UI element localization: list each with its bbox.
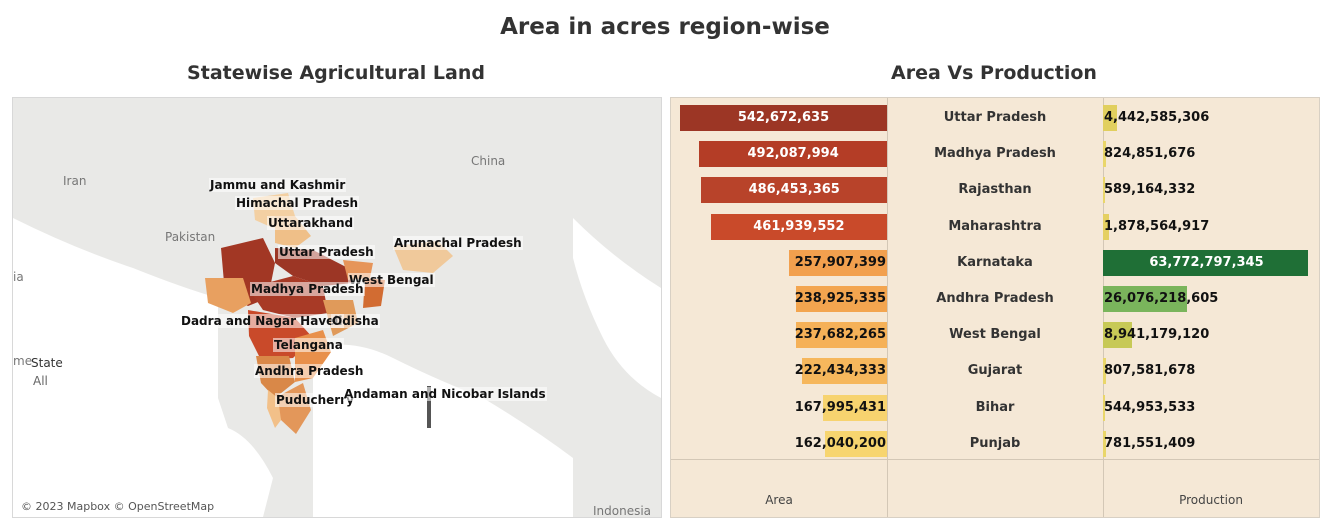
area-value-label: 167,995,431 [794, 399, 886, 415]
chart-row[interactable]: 222,434,333 Gujarat 807,581,678 [671, 353, 1319, 389]
axis-divider [671, 459, 1319, 460]
map-attribution[interactable]: © 2023 Mapbox © OpenStreetMap [21, 500, 215, 513]
production-bar[interactable] [1103, 249, 1308, 276]
dashboard-title: Area in acres region-wise [500, 14, 830, 40]
area-bar[interactable] [701, 177, 887, 204]
area-bar[interactable] [795, 286, 887, 312]
area-bar[interactable] [699, 141, 887, 168]
chart-row[interactable]: 237,682,265 West Bengal 8,941,179,120 [671, 317, 1319, 353]
production-bar[interactable] [1103, 322, 1132, 349]
area-bar[interactable] [680, 105, 887, 131]
production-value-label: 4,442,585,306 [1104, 110, 1210, 125]
map-label-odisha: Odisha [331, 314, 380, 328]
area-value-label: 238,925,335 [794, 291, 886, 306]
production-value-label: 63,772,797,345 [1149, 254, 1264, 270]
geo-label-indonesia: Indonesia [593, 504, 652, 518]
production-bar[interactable] [1103, 358, 1106, 385]
production-value-label: 26,076,218,605 [1104, 291, 1219, 306]
state-name-label: Madhya Pradesh [934, 146, 1056, 162]
map-label-telangana: Telangana [273, 338, 344, 352]
area-bar[interactable] [822, 394, 887, 421]
area-bar[interactable] [710, 213, 887, 240]
chart-row[interactable]: 162,040,200 Punjab 781,551,409 [671, 426, 1319, 462]
state-name-label: Andhra Pradesh [936, 291, 1054, 306]
map-legend-title: State [31, 356, 63, 370]
geo-label-china: China [471, 154, 506, 168]
production-bar[interactable] [1103, 213, 1110, 240]
production-bar[interactable] [1103, 394, 1105, 421]
map-label-andaman-nicobar: Andaman and Nicobar Islands [343, 387, 547, 401]
area-bar[interactable] [802, 358, 887, 385]
production-value-label: 8,941,179,120 [1104, 327, 1210, 343]
state-name-label: Uttar Pradesh [943, 110, 1047, 125]
state-name-label: Karnataka [957, 254, 1033, 270]
map-label-west-bengal: West Bengal [348, 273, 435, 287]
map-label-andhra-pradesh: Andhra Pradesh [254, 364, 365, 378]
area-bar[interactable] [825, 430, 887, 457]
area-value-label: 542,672,635 [737, 110, 830, 125]
chart-row[interactable]: 492,087,994 Madhya Pradesh 824,851,676 [671, 136, 1319, 172]
production-value-label: 1,878,564,917 [1104, 218, 1210, 234]
state-gujarat [205, 278, 251, 313]
production-value-label: 781,551,409 [1104, 435, 1196, 451]
map-label-uttar-pradesh: Uttar Pradesh [278, 245, 375, 259]
area-value-label: 222,434,333 [794, 363, 886, 379]
production-bar[interactable] [1103, 141, 1106, 168]
chart-row[interactable]: 486,453,365 Rajasthan 589,164,332 [671, 172, 1319, 208]
production-value-label: 544,953,533 [1104, 399, 1196, 415]
state-name-label: West Bengal [949, 327, 1041, 343]
map-basemap [13, 98, 661, 517]
production-bar[interactable] [1103, 177, 1105, 204]
production-value-label: 589,164,332 [1104, 182, 1196, 198]
area-bar[interactable] [788, 249, 887, 276]
table-subtitle: Area Vs Production [891, 62, 1097, 84]
chart-row[interactable]: 461,939,552 Maharashtra 1,878,564,917 [671, 209, 1319, 245]
chart-row[interactable]: 257,907,399 Karnataka 63,772,797,345 [671, 245, 1319, 281]
production-bar[interactable] [1103, 286, 1187, 312]
map-label-arunachal-pradesh: Arunachal Pradesh [393, 236, 523, 250]
state-name-label: Rajasthan [958, 182, 1032, 198]
state-name-label: Gujarat [967, 363, 1023, 379]
chart-row[interactable]: 238,925,335 Andhra Pradesh 26,076,218,605 [671, 281, 1319, 317]
map-label-madhya-pradesh: Madhya Pradesh [250, 282, 365, 296]
state-name-label: Maharashtra [948, 218, 1042, 234]
geo-label-fragment-ia: ia [13, 270, 24, 284]
chart-row[interactable]: 542,672,635 Uttar Pradesh 4,442,585,306 [671, 100, 1319, 136]
chart-row[interactable]: 167,995,431 Bihar 544,953,533 [671, 390, 1319, 426]
production-axis-title: Production [1179, 493, 1243, 507]
geo-label-pakistan: Pakistan [165, 230, 216, 244]
area-production-chart: 542,672,635 Uttar Pradesh 4,442,585,306 492… [670, 97, 1320, 518]
area-value-label: 486,453,365 [748, 182, 840, 198]
area-axis-title: Area [765, 493, 793, 507]
map-label-puducherry: Puducherry [275, 393, 355, 407]
production-value-label: 807,581,678 [1104, 363, 1196, 379]
production-bar[interactable] [1103, 105, 1118, 131]
map-legend-filter[interactable]: All [33, 374, 48, 388]
geo-label-fragment-me: me [13, 354, 33, 368]
state-map[interactable]: China Iran Pakistan Indonesia ia me Jamm… [12, 97, 662, 518]
area-value-label: 257,907,399 [794, 254, 886, 270]
production-value-label: 824,851,676 [1104, 146, 1196, 162]
map-label-himachal-pradesh: Himachal Pradesh [235, 196, 360, 210]
area-bar[interactable] [796, 322, 887, 349]
geo-label-iran: Iran [63, 174, 87, 188]
state-name-label: Bihar [975, 399, 1015, 415]
column-divider [887, 98, 888, 517]
map-subtitle: Statewise Agricultural Land [187, 62, 485, 84]
area-value-label: 492,087,994 [747, 146, 839, 162]
map-label-jammu-kashmir: Jammu and Kashmir [209, 178, 347, 192]
area-value-label: 461,939,552 [753, 218, 845, 234]
map-label-dadra-nagar-haveli: Dadra and Nagar Haveli [180, 314, 344, 328]
state-name-label: Punjab [969, 435, 1021, 451]
production-bar[interactable] [1103, 430, 1106, 457]
area-value-label: 237,682,265 [794, 327, 886, 343]
map-label-uttarakhand: Uttarakhand [267, 216, 355, 230]
area-value-label: 162,040,200 [794, 435, 886, 451]
